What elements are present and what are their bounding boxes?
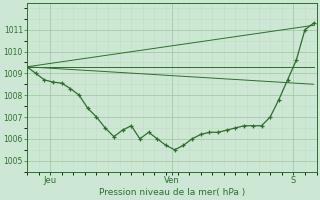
X-axis label: Pression niveau de la mer( hPa ): Pression niveau de la mer( hPa ) [99, 188, 245, 197]
